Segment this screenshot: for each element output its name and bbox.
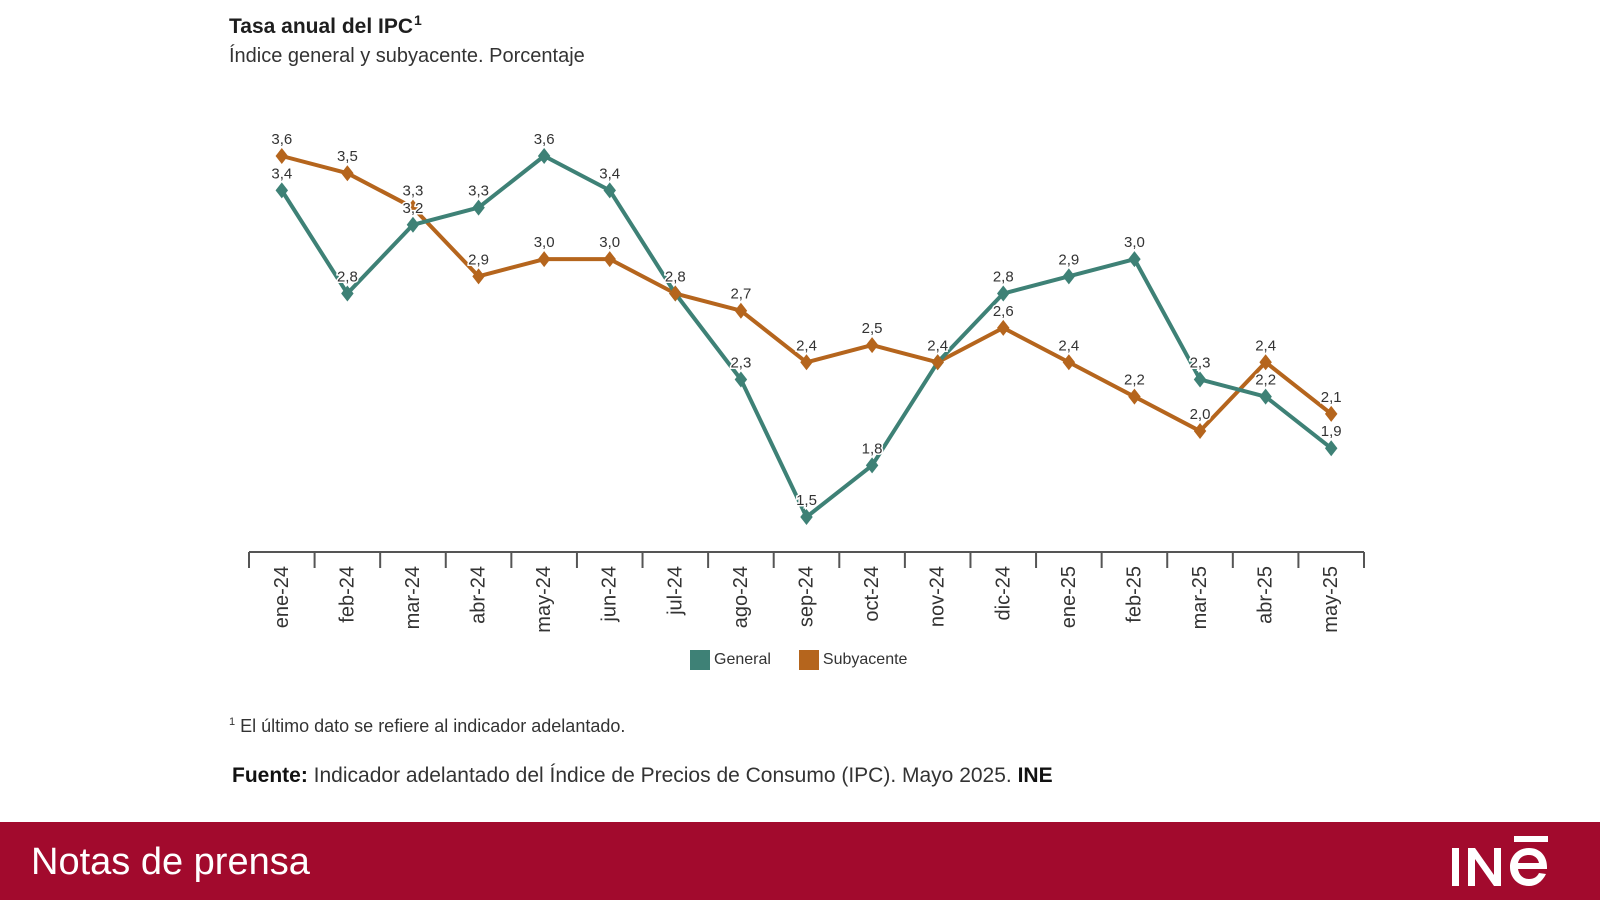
- x-tick-label: ene-24: [271, 566, 293, 628]
- legend-label-general: General: [714, 651, 771, 668]
- data-label-subyacente: 2,4: [1058, 337, 1079, 354]
- data-label-subyacente: 2,6: [993, 303, 1014, 320]
- data-point-general: [865, 457, 879, 474]
- data-label-general: 2,4: [927, 337, 948, 354]
- legend-swatch-subyacente: [798, 650, 819, 670]
- data-point-subyacente: [865, 337, 879, 354]
- x-tick-label: feb-24: [336, 566, 358, 623]
- x-tick-label: mar-24: [402, 566, 424, 629]
- data-point-general: [472, 199, 485, 216]
- data-point-subyacente: [275, 148, 289, 164]
- x-tick-label: may-24: [533, 566, 555, 633]
- data-label-general: 2,8: [665, 269, 686, 286]
- data-label-subyacente: 2,5: [862, 320, 883, 337]
- x-tick-label: jun-24: [599, 566, 621, 623]
- data-label-general: 3,2: [403, 200, 424, 217]
- data-label-general: 2,3: [1190, 354, 1211, 371]
- data-point-subyacente: [537, 251, 551, 268]
- banner-title: Notas de prensa: [31, 841, 310, 883]
- data-label-subyacente: 2,8: [665, 269, 686, 286]
- data-point-general: [800, 509, 813, 525]
- x-tick-label: feb-25: [1123, 566, 1145, 623]
- data-label-subyacente: 2,4: [1255, 337, 1276, 354]
- x-tick-label: ene-25: [1058, 566, 1080, 628]
- x-tick-label: sep-24: [796, 566, 818, 627]
- data-label-subyacente: 3,5: [337, 148, 358, 165]
- data-label-subyacente: 2,9: [468, 251, 489, 268]
- data-label-subyacente: 2,1: [1321, 389, 1342, 406]
- data-label-general: 3,6: [534, 131, 555, 148]
- data-label-subyacente: 3,3: [403, 183, 424, 200]
- x-tick-label: abr-24: [468, 566, 490, 624]
- data-point-subyacente: [472, 268, 485, 285]
- data-point-subyacente: [997, 319, 1010, 336]
- data-label-general: 3,4: [599, 165, 620, 182]
- data-label-subyacente: 2,7: [730, 286, 751, 303]
- data-label-subyacente: 2,4: [796, 337, 817, 354]
- data-point-general: [537, 148, 551, 164]
- data-label-subyacente: 3,6: [271, 131, 292, 148]
- ine-logo: [1452, 836, 1548, 886]
- series-line-subyacente: [281, 154, 1333, 434]
- data-point-general: [406, 216, 420, 233]
- data-point-general: [1128, 251, 1141, 268]
- legend-item-subyacente: Subyacente: [798, 650, 908, 670]
- data-point-general: [1062, 268, 1076, 285]
- data-point-subyacente: [669, 285, 682, 302]
- data-point-subyacente: [931, 354, 944, 371]
- data-point-general: [734, 371, 748, 388]
- data-point-general: [1259, 388, 1272, 405]
- data-point-subyacente: [800, 354, 813, 371]
- data-label-general: 3,4: [271, 165, 292, 182]
- footnote: 1 El último dato se refiere al indicador …: [229, 716, 626, 736]
- data-label-subyacente: 2,4: [927, 337, 948, 354]
- data-point-subyacente: [734, 302, 748, 319]
- data-label-general: 2,8: [337, 269, 358, 286]
- data-point-subyacente: [1128, 388, 1141, 405]
- data-label-general: 3,0: [1124, 234, 1145, 251]
- source-note: Fuente: Indicador adelantado del Índice …: [232, 764, 1053, 787]
- data-point-general: [997, 285, 1010, 302]
- chart-legend: General Subyacente: [690, 650, 935, 670]
- data-point-subyacente: [341, 165, 354, 182]
- footer-banner: Notas de prensa: [0, 822, 1600, 900]
- data-point-subyacente: [406, 199, 420, 216]
- data-label-general: 2,2: [1255, 372, 1276, 389]
- data-point-subyacente: [1259, 354, 1272, 371]
- x-tick-label: abr-25: [1255, 566, 1277, 624]
- legend-item-general: General: [690, 650, 771, 670]
- data-point-general: [275, 182, 289, 199]
- data-label-general: 2,9: [1058, 251, 1079, 268]
- data-label-general: 1,9: [1321, 423, 1342, 440]
- data-point-general: [1324, 440, 1338, 457]
- x-tick-label: jul-24: [664, 566, 686, 616]
- x-tick-label: mar-25: [1189, 566, 1211, 629]
- legend-swatch-general: [690, 650, 710, 670]
- x-tick-label: oct-24: [861, 566, 883, 622]
- data-label-general: 1,5: [796, 492, 817, 509]
- data-label-subyacente: 2,0: [1190, 406, 1211, 423]
- data-label-subyacente: 2,2: [1124, 372, 1145, 389]
- data-point-general: [341, 285, 354, 302]
- legend-label-subyacente: Subyacente: [822, 651, 908, 668]
- chart-title: Tasa anual del IPC1: [229, 12, 422, 38]
- data-point-general: [603, 182, 616, 199]
- data-label-general: 2,3: [730, 354, 751, 371]
- data-label-general: 3,3: [468, 183, 489, 200]
- data-label-general: 2,8: [993, 269, 1014, 286]
- x-tick-label: ago-24: [730, 566, 752, 628]
- data-point-subyacente: [1324, 405, 1338, 422]
- chart-subtitle: Índice general y subyacente. Porcentaje: [229, 45, 585, 67]
- data-label-subyacente: 3,0: [534, 234, 555, 251]
- data-label-subyacente: 3,0: [599, 234, 620, 251]
- x-tick-label: nov-24: [927, 566, 949, 627]
- data-point-subyacente: [1062, 354, 1076, 371]
- data-label-general: 1,8: [862, 440, 883, 457]
- line-chart: ene-24 feb-24 mar-24 abr-24 may-24 jun-24 jul-…: [248, 130, 1365, 633]
- x-tick-label: may-25: [1320, 566, 1342, 633]
- x-tick-label: dic-24: [992, 566, 1014, 620]
- data-point-subyacente: [1193, 423, 1207, 440]
- data-point-subyacente: [603, 251, 616, 268]
- data-point-general: [1193, 371, 1207, 388]
